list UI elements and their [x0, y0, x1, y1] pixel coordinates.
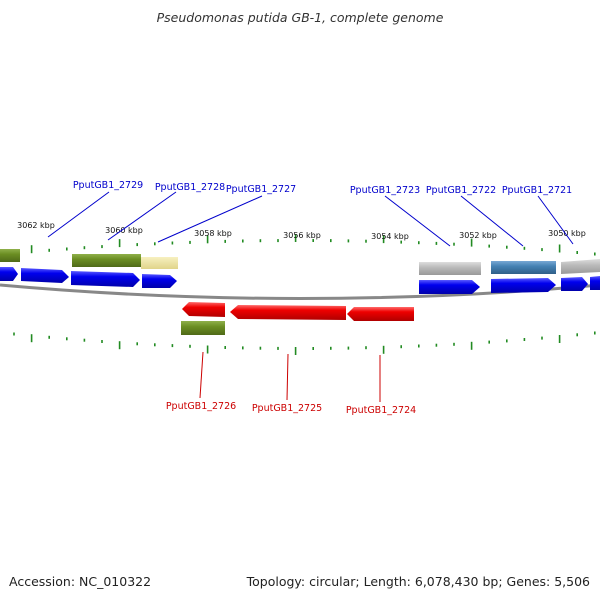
forward-gene-labels: PputGB1_2729 PputGB1_2728 PputGB1_2727 P… — [73, 180, 572, 196]
cds-arrow-reverse[interactable] — [347, 307, 414, 321]
scale-label: 3052 kbp — [459, 231, 497, 240]
cds-track-reverse — [182, 302, 414, 321]
scale-ticks-inner — [13, 331, 596, 355]
gene-label-reverse[interactable]: PputGB1_2726 — [166, 401, 236, 412]
feature-khaki[interactable] — [141, 257, 178, 269]
cds-arrow-forward[interactable] — [419, 280, 480, 294]
feature-olive[interactable] — [72, 254, 141, 267]
gene-label-forward[interactable]: PputGB1_2729 — [73, 180, 143, 191]
gene-label-reverse[interactable]: PputGB1_2725 — [252, 403, 322, 414]
scale-ticks-outer — [13, 234, 596, 256]
genome-summary-text: Topology: circular; Length: 6,078,430 bp… — [246, 574, 590, 589]
scale-label: 3050 kbp — [548, 229, 586, 238]
cds-arrow-forward[interactable] — [71, 271, 140, 287]
map-title: Pseudomonas putida GB-1, complete genome — [157, 10, 444, 25]
feature-gray[interactable] — [561, 259, 600, 274]
cds-track-forward — [0, 267, 600, 294]
reverse-gene-labels: PputGB1_2726 PputGB1_2725 PputGB1_2724 — [166, 401, 416, 416]
accession-text: Accession: NC_010322 — [9, 574, 151, 589]
cds-arrow-forward[interactable] — [491, 278, 556, 293]
scale-label: 3060 kbp — [105, 226, 143, 235]
feature-steel[interactable] — [491, 261, 556, 274]
scale-label: 3056 kbp — [283, 231, 321, 240]
gene-label-forward[interactable]: PputGB1_2721 — [502, 185, 572, 196]
feature-track-outer — [0, 249, 600, 275]
cds-arrow-reverse[interactable] — [230, 305, 346, 320]
gene-label-reverse[interactable]: PputGB1_2724 — [346, 405, 416, 416]
cds-arrow-reverse[interactable] — [182, 302, 225, 317]
scale-label: 3058 kbp — [194, 229, 232, 238]
scale-label: 3054 kbp — [371, 232, 409, 241]
feature-olive[interactable] — [181, 321, 225, 335]
cds-arrow-forward[interactable] — [590, 276, 600, 290]
cds-arrow-forward[interactable] — [561, 277, 588, 291]
gene-label-forward[interactable]: PputGB1_2723 — [350, 185, 420, 196]
cds-arrow-forward[interactable] — [21, 268, 69, 283]
scale-labels: 3062 kbp 3060 kbp 3058 kbp 3056 kbp 3054… — [17, 221, 586, 241]
gene-label-forward[interactable]: PputGB1_2727 — [226, 184, 296, 195]
feature-gray[interactable] — [419, 262, 481, 275]
cds-arrow-forward[interactable] — [142, 274, 177, 288]
gene-label-forward[interactable]: PputGB1_2722 — [426, 185, 496, 196]
cds-arrow-forward[interactable] — [0, 267, 18, 281]
gene-label-forward[interactable]: PputGB1_2728 — [155, 182, 225, 193]
gene-label-lines — [47, 191, 574, 402]
scale-label: 3062 kbp — [17, 221, 55, 230]
feature-olive[interactable] — [0, 249, 20, 262]
